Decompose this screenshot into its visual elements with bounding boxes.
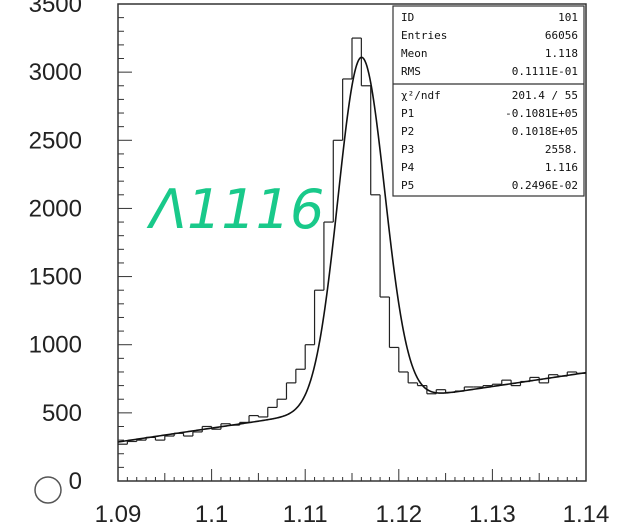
stats-value: 101 bbox=[558, 11, 578, 24]
x-tick-label: 1.14 bbox=[563, 501, 610, 528]
stats-value: 0.2496E-02 bbox=[512, 179, 578, 192]
stats-label: RMS bbox=[401, 65, 421, 78]
stats-value: 66056 bbox=[545, 29, 578, 42]
x-axis-labels: 1.09 1.1 1.11 1.12 1.13 1.14 bbox=[95, 501, 610, 528]
stats-value: 1.116 bbox=[545, 161, 578, 174]
stats-label: Entries bbox=[401, 29, 447, 42]
stats-value: 0.1018E+05 bbox=[512, 125, 578, 138]
origin-circle-mark bbox=[34, 476, 62, 504]
fit-curve bbox=[117, 56, 587, 443]
stats-label: P2 bbox=[401, 125, 414, 138]
stats-rows: ID 101 Entries 66056 Meon 1.118 RMS 0.1111E-01 χ… bbox=[401, 11, 578, 192]
y-tick-label: 3500 bbox=[29, 0, 82, 18]
stats-label: P3 bbox=[401, 143, 414, 156]
stats-label: Meon bbox=[401, 47, 428, 60]
stats-value: 1.118 bbox=[545, 47, 578, 60]
y-tick-label: 3000 bbox=[29, 59, 82, 86]
stats-box: ID 101 Entries 66056 Meon 1.118 RMS 0.1111E-01 χ… bbox=[392, 5, 585, 197]
stats-label: P4 bbox=[401, 161, 415, 174]
stats-value: -0.1081E+05 bbox=[505, 107, 578, 120]
x-tick-label: 1.12 bbox=[375, 501, 422, 528]
y-tick-label: 2000 bbox=[29, 195, 82, 222]
y-tick-label: 0 bbox=[69, 468, 82, 495]
axis-ticks bbox=[117, 3, 587, 482]
stats-label: ID bbox=[401, 11, 414, 24]
stats-value: 201.4 / 55 bbox=[512, 89, 578, 102]
y-tick-label: 1500 bbox=[29, 264, 82, 291]
y-tick-label: 2500 bbox=[29, 127, 82, 154]
histogram-bins bbox=[118, 37, 586, 445]
x-tick-label: 1.13 bbox=[469, 501, 516, 528]
x-tick-label: 1.09 bbox=[95, 501, 142, 528]
stats-value: 0.1111E-01 bbox=[512, 65, 578, 78]
stats-box-frame bbox=[392, 5, 585, 197]
annotation-label: Λ1116 bbox=[146, 178, 324, 241]
y-tick-label: 1000 bbox=[29, 332, 82, 359]
stats-value: 2558. bbox=[545, 143, 578, 156]
stats-label: P5 bbox=[401, 179, 414, 192]
y-axis-labels: 0 500 1000 1500 2000 2500 3000 3500 bbox=[29, 0, 82, 495]
y-tick-label: 500 bbox=[42, 400, 82, 427]
x-tick-label: 1.1 bbox=[195, 501, 228, 528]
stats-label: χ²/ndf bbox=[401, 89, 441, 102]
stats-label: P1 bbox=[401, 107, 414, 120]
x-tick-label: 1.11 bbox=[283, 501, 328, 528]
